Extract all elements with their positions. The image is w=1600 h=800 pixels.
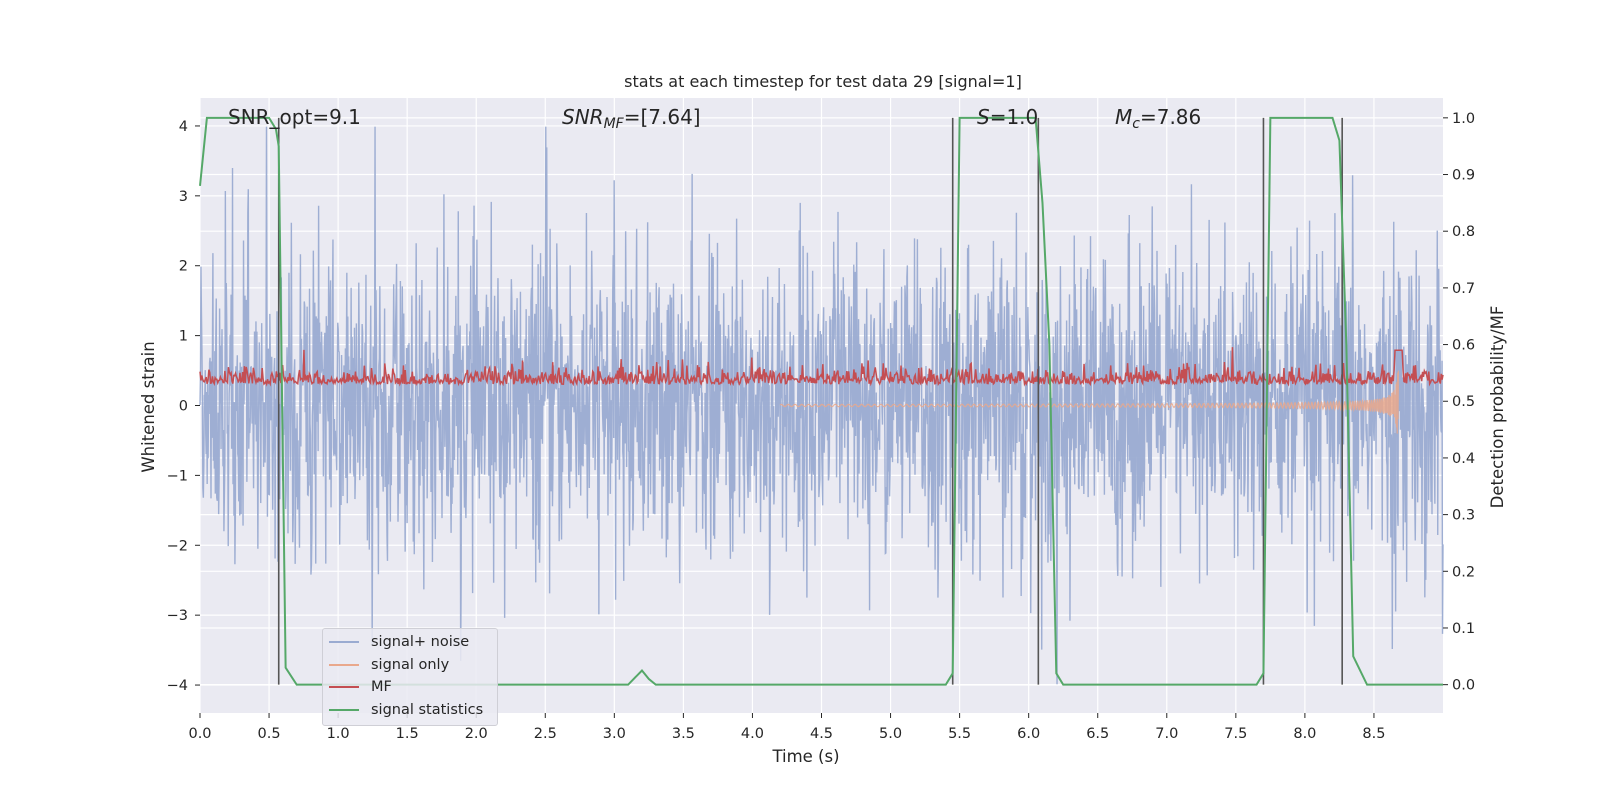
- y-tick-label-right: 0.6: [1452, 338, 1475, 354]
- y-tick-label-right: 0.9: [1452, 168, 1475, 184]
- x-tick-label: 6.5: [1086, 726, 1109, 742]
- noise-trace: [199, 126, 1444, 685]
- x-tick-label: 0.0: [188, 726, 211, 742]
- y-tick-label-right: 0.7: [1452, 281, 1475, 297]
- y-tick-label-left: 1: [179, 329, 188, 345]
- mf-trace: [199, 347, 1444, 387]
- x-tick-label: 4.0: [741, 726, 764, 742]
- x-tick-label: 3.0: [603, 726, 626, 742]
- annotation-snr-opt: SNR_opt=9.1: [228, 105, 361, 129]
- y-axis-label-right: Detection probability/MF: [1488, 306, 1507, 509]
- x-tick-label: 1.5: [396, 726, 419, 742]
- legend-item-signal-only: signal only: [329, 654, 449, 676]
- series-signal-plus-noise: [199, 126, 1444, 685]
- y-tick-label-right: 0.3: [1452, 508, 1475, 524]
- signal-statistics-trace: [199, 116, 1443, 686]
- series-signal-statistics: [199, 116, 1443, 686]
- legend-item-mf: MF: [329, 676, 392, 698]
- x-tick-label: 5.0: [879, 726, 902, 742]
- y-tick-label-left: 2: [179, 259, 188, 275]
- annotation-snr-mf: SNRMF=[7.64]: [562, 105, 701, 132]
- series-mf: [199, 347, 1444, 387]
- y-tick-label-right: 0.2: [1452, 564, 1475, 580]
- chart-title: stats at each timestep for test data 29 …: [624, 72, 1022, 91]
- x-tick-label: 7.0: [1155, 726, 1178, 742]
- signal-only-trace: [779, 370, 1400, 434]
- y-tick-label-left: −2: [167, 538, 188, 554]
- legend-item-signal-statistics: signal statistics: [329, 699, 483, 721]
- x-axis-label: Time (s): [771, 747, 839, 766]
- x-tick-label: 2.5: [534, 726, 557, 742]
- y-axis-label-left: Whitened strain: [139, 341, 158, 472]
- x-tick-label: 8.0: [1293, 726, 1316, 742]
- x-tick-label: 0.5: [258, 726, 281, 742]
- y-tick-label-left: 4: [179, 119, 188, 135]
- y-tick-label-right: 0.8: [1452, 224, 1475, 240]
- legend-swatch-signal-only: [329, 664, 359, 666]
- x-tick-label: 2.0: [465, 726, 488, 742]
- legend-label: signal statistics: [371, 702, 484, 718]
- y-tick-label-right: 0.1: [1452, 621, 1475, 637]
- legend-label: signal+ noise: [371, 634, 470, 650]
- y-tick-label-right: 0.4: [1452, 451, 1475, 467]
- y-tick-label-left: −1: [167, 468, 188, 484]
- x-tick-label: 5.5: [948, 726, 971, 742]
- x-tick-label: 3.5: [672, 726, 695, 742]
- series-signal-only: [779, 370, 1400, 434]
- x-tick-label: 8.5: [1362, 726, 1385, 742]
- legend-item-signal-plus-noise: signal+ noise: [329, 631, 469, 653]
- axes: 0.0 0.5 1.0 1.5 2.0 2.5 3.0 3.5 4.0 4.5 5.0 5.5 6.0 6…: [167, 111, 1475, 742]
- legend-swatch-signal-plus-noise: [329, 641, 359, 643]
- annotation-s: S=1.0: [977, 105, 1038, 129]
- legend-swatch-mf: [329, 686, 359, 688]
- legend-label: signal only: [371, 657, 450, 673]
- x-tick-label: 4.5: [810, 726, 833, 742]
- legend: signal+ noise signal only MF signal stat…: [322, 628, 498, 726]
- legend-label: MF: [371, 679, 392, 695]
- x-tick-label: 6.0: [1017, 726, 1040, 742]
- x-tick-label: 1.0: [327, 726, 350, 742]
- x-tick-label: 7.5: [1224, 726, 1247, 742]
- y-tick-label-left: 0: [179, 399, 188, 415]
- y-tick-label-left: −3: [167, 608, 188, 624]
- y-tick-label-left: 3: [179, 189, 188, 205]
- legend-swatch-signal-statistics: [329, 709, 359, 711]
- annotation-mc: Mc=7.86: [1115, 105, 1201, 132]
- y-tick-label-right: 0.5: [1452, 394, 1475, 410]
- y-tick-label-right: 1.0: [1452, 111, 1475, 127]
- y-tick-label-right: 0.0: [1452, 678, 1475, 694]
- y-tick-label-left: −4: [167, 678, 188, 694]
